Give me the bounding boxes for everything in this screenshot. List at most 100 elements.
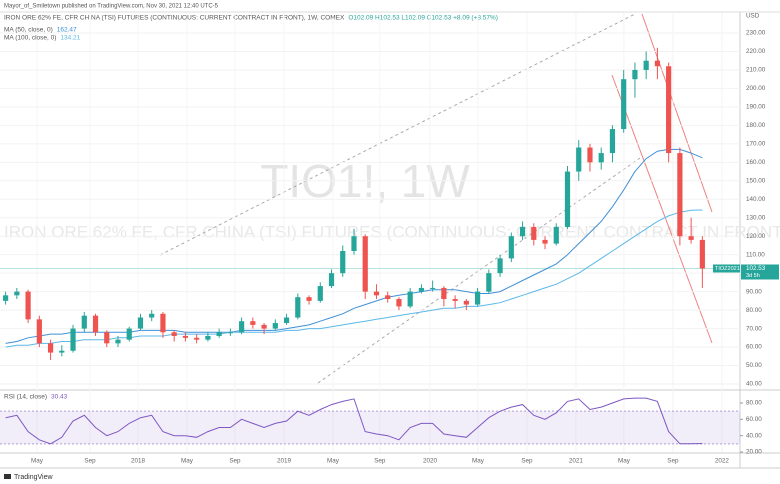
- candle-body: [14, 291, 20, 296]
- candle-body: [160, 313, 166, 333]
- candle-body: [25, 291, 31, 320]
- candle-body: [430, 287, 436, 289]
- candle-body: [486, 273, 492, 292]
- candle-body: [542, 239, 548, 244]
- candle-body: [92, 315, 99, 333]
- y-tick-label: 210.00: [746, 67, 766, 74]
- candle-body: [418, 287, 425, 292]
- y-tick-label: 50.00: [746, 362, 762, 369]
- candle-body: [643, 60, 649, 70]
- y-tick-label: 190.00: [746, 104, 766, 111]
- candle-body: [688, 236, 694, 240]
- candle-body: [70, 328, 76, 351]
- candle-body: [598, 153, 604, 163]
- candle-body: [385, 295, 391, 300]
- candle-body: [171, 332, 177, 336]
- title: IRON ORE 62% FE, CFR CHINA (TSI) FUTURES…: [4, 15, 345, 22]
- candle-body: [666, 66, 672, 154]
- candle-body: [362, 236, 368, 292]
- rsi-tick-label: 40.00: [746, 432, 762, 439]
- candle-body: [227, 332, 233, 334]
- x-tick-label: Sep: [521, 458, 533, 465]
- price-label: 102.53: [746, 265, 766, 272]
- candle-body: [564, 171, 571, 227]
- ticker-tag: [713, 264, 740, 273]
- trend-line: [159, 13, 636, 256]
- candle-body: [306, 297, 312, 301]
- candle-body: [396, 299, 402, 307]
- rsi-tick-label: 20.00: [746, 449, 762, 456]
- candle-body: [47, 343, 54, 353]
- rsi-tick-label: 80.00: [746, 400, 762, 407]
- candle-body: [452, 299, 458, 301]
- candle-body: [36, 319, 42, 344]
- x-tick-label: 2022: [715, 458, 730, 465]
- legend-value: 162.47: [57, 27, 77, 34]
- candle-body: [654, 60, 661, 67]
- x-tick-label: 2019: [277, 458, 292, 465]
- candle-body: [115, 339, 121, 344]
- candle-body: [699, 239, 705, 269]
- x-tick-label: May: [31, 458, 44, 465]
- y-tick-label: 60.00: [746, 344, 762, 351]
- rsi-band: [0, 411, 740, 444]
- candle-body: [632, 69, 638, 80]
- watermark-name: IRON ORE 62% FE, CFR CHINA (TSI) FUTURES…: [4, 222, 780, 241]
- countdown: 3d 5h: [746, 273, 760, 279]
- candle-body: [250, 321, 256, 325]
- candle-body: [351, 236, 357, 251]
- candle-body: [59, 350, 65, 353]
- candle-body: [194, 337, 200, 340]
- candle-body: [149, 313, 155, 318]
- x-tick-label: May: [618, 458, 631, 465]
- candle-body: [104, 332, 110, 344]
- x-tick-label: May: [181, 458, 194, 465]
- candle-body: [441, 287, 447, 300]
- x-tick-label: May: [472, 458, 485, 465]
- x-tick-label: Sep: [84, 458, 96, 465]
- candle-body: [81, 315, 87, 329]
- x-tick-label: 2020: [423, 458, 438, 465]
- candle-body: [137, 317, 144, 329]
- x-tick-label: Sep: [374, 458, 386, 465]
- publisher: Mayor_of_Smiletown published on TradingV…: [4, 4, 219, 10]
- ohlc: O102.09 H102.53 L102.09 C102.53 +8.09 (+…: [348, 15, 498, 22]
- legend-value: 134.21: [60, 35, 80, 42]
- candle-body: [463, 300, 469, 305]
- candle-body: [317, 286, 323, 301]
- candle-body: [3, 295, 9, 301]
- x-tick-label: Sep: [667, 458, 679, 465]
- candle-body: [283, 317, 290, 324]
- candle-body: [205, 335, 211, 340]
- y-tick-label: 130.00: [746, 214, 766, 221]
- rsi-name: RSI (14, close): [4, 394, 47, 401]
- candle-body: [553, 226, 559, 244]
- y-tick-label: 140.00: [746, 196, 766, 203]
- candle-body: [508, 236, 514, 259]
- footer: TradingView: [14, 474, 53, 481]
- channel-line: [641, 13, 713, 213]
- y-tick-label: 170.00: [746, 141, 766, 148]
- y-tick-label: 230.00: [746, 30, 766, 37]
- candle-body: [497, 258, 503, 274]
- x-tick-label: May: [327, 458, 340, 465]
- candle-body: [621, 79, 627, 130]
- y-tick-label: 180.00: [746, 122, 766, 129]
- rsi-line: [5, 397, 703, 445]
- x-tick-label: 2021: [569, 458, 584, 465]
- x-tick-label: Sep: [229, 458, 241, 465]
- candle-body: [587, 147, 593, 163]
- y-tick-label: 120.00: [746, 233, 766, 240]
- ma-line: [5, 148, 703, 344]
- candle-body: [182, 335, 189, 338]
- y-tick-label: 90.00: [746, 288, 762, 295]
- candle-body: [239, 321, 245, 333]
- legend-name: MA (100, close, 0): [4, 35, 56, 42]
- candle-body: [340, 250, 346, 274]
- y-tick-label: 80.00: [746, 307, 762, 314]
- candle-body: [576, 147, 582, 172]
- y-tick-label: 70.00: [746, 325, 762, 332]
- candle-body: [677, 153, 683, 237]
- y-tick-label: 160.00: [746, 159, 766, 166]
